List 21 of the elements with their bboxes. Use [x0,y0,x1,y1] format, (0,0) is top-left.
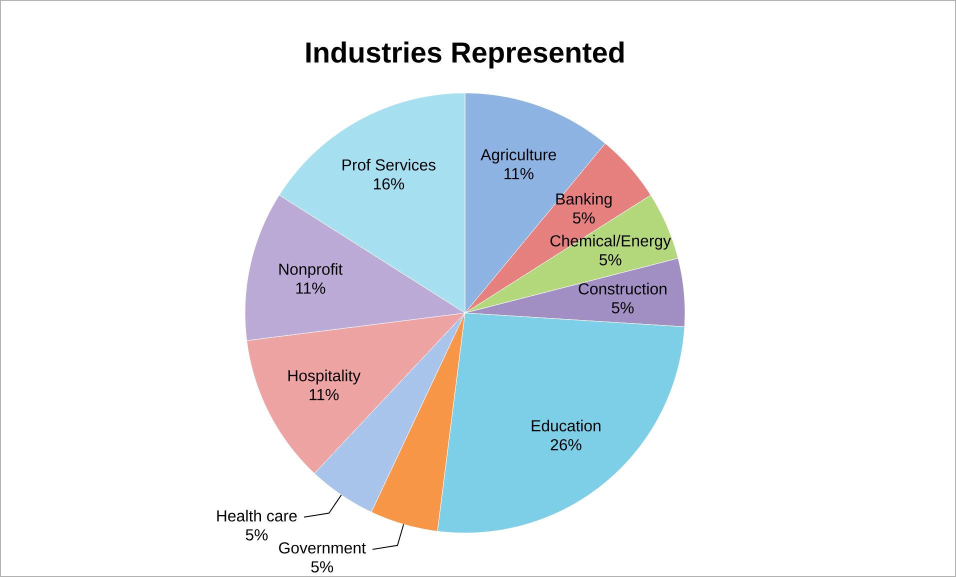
slice-label: Agriculture [480,148,556,164]
data-label: 5% [311,561,334,572]
slice-label: Health care [217,510,297,522]
data-label: 11% [310,389,339,400]
slice-label: Construction [578,282,666,294]
data-label: 5% [246,529,268,540]
slice-label: Banking [556,192,612,208]
data-label: 11% [296,282,326,294]
data-label: 11% [504,168,534,180]
slice-label: Nonprofit [279,263,343,278]
slice-label: Government [279,542,366,554]
slice-label: Education [532,420,600,432]
slice-label: Chemical/Energy [550,234,672,250]
slice-label: Prof Services [342,158,436,171]
data-label: 16% [374,178,404,190]
data-label: 5% [572,212,595,224]
data-label: 5% [612,302,634,314]
data-label: 5% [599,254,622,266]
data-label: 26% [550,439,582,450]
slice-label: Hospitality [288,370,361,384]
chart-title: Industries Represented [306,42,624,68]
